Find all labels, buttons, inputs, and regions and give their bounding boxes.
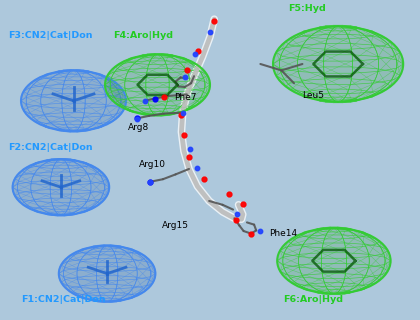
Text: F4:Aro|Hyd: F4:Aro|Hyd <box>113 31 173 40</box>
Text: F5:Hyd: F5:Hyd <box>288 4 326 13</box>
Ellipse shape <box>105 54 210 115</box>
Text: Leu5: Leu5 <box>302 92 324 100</box>
Text: F6:Aro|Hyd: F6:Aro|Hyd <box>284 295 344 304</box>
Text: F3:CN2|Cat|Don: F3:CN2|Cat|Don <box>8 31 93 40</box>
Text: F1:CN2|Cat|Don: F1:CN2|Cat|Don <box>21 295 105 304</box>
Ellipse shape <box>273 26 403 102</box>
Text: Phe14: Phe14 <box>269 229 297 238</box>
Ellipse shape <box>21 70 126 131</box>
Text: F2:CN2|Cat|Don: F2:CN2|Cat|Don <box>8 143 93 152</box>
Ellipse shape <box>59 245 155 302</box>
Text: Arg8: Arg8 <box>128 124 150 132</box>
Text: Phe7: Phe7 <box>174 93 197 102</box>
Text: Arg15: Arg15 <box>162 221 189 230</box>
Ellipse shape <box>277 228 391 294</box>
Text: Arg10: Arg10 <box>139 160 165 169</box>
Ellipse shape <box>13 159 109 215</box>
